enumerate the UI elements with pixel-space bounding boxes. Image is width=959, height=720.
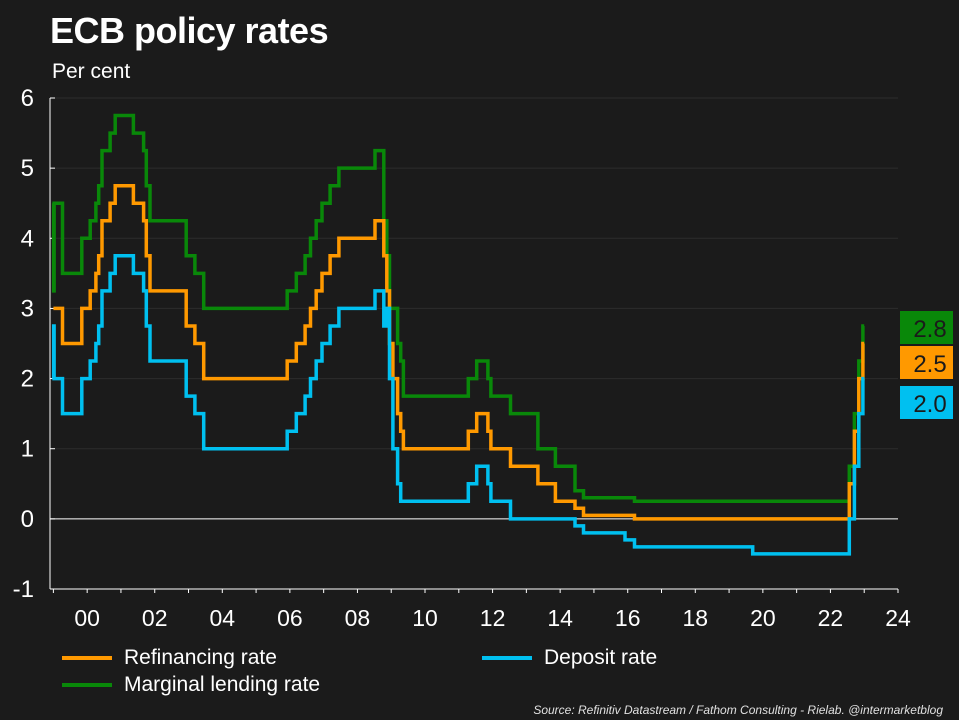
y-axis-unit-label: Per cent [52, 60, 131, 83]
y-tick-label: 0 [21, 506, 34, 533]
x-tick-label: 04 [210, 605, 236, 631]
gridlines [50, 97, 898, 590]
legend-refinancing: Refinancing rate [62, 646, 277, 670]
end-label-marginal: 2.8 [913, 316, 946, 343]
x-tick-label: 24 [885, 605, 911, 631]
legend-marginal-label: Marginal lending rate [124, 673, 321, 696]
source-note: Source: Refinitiv Datastream / Fathom Co… [533, 703, 943, 717]
x-tick-label: 20 [750, 605, 776, 631]
x-tick-label: 06 [277, 605, 303, 631]
series-lines [51, 113, 865, 556]
legend-refinancing-label: Refinancing rate [124, 646, 277, 669]
y-tick-label: 3 [21, 295, 34, 322]
x-tick-label: 08 [345, 605, 371, 631]
legend-deposit-label: Deposit rate [544, 646, 658, 669]
y-tick-label: 2 [21, 366, 34, 393]
legend-deposit-swatch [482, 656, 532, 660]
x-tick-label: 14 [547, 605, 573, 631]
legend-marginal-swatch [62, 683, 112, 687]
x-tick-label: 10 [412, 605, 438, 631]
legend-marginal: Marginal lending rate [62, 673, 320, 697]
end-label-refinancing-box [900, 346, 953, 379]
y-tick-label: 4 [21, 225, 34, 252]
y-tick-label: 6 [21, 85, 34, 112]
end-label-marginal-box [900, 311, 953, 344]
series-deposit-rate [51, 254, 865, 556]
end-label-deposit: 2.0 [913, 391, 946, 418]
x-tick-label: 02 [142, 605, 168, 631]
legend-deposit: Deposit rate [482, 646, 657, 670]
series-refinancing-rate [53, 183, 865, 521]
y-tick-label: 1 [21, 436, 34, 463]
x-tick-label: 18 [682, 605, 708, 631]
y-tick-label: 5 [21, 155, 34, 182]
x-tick-label: 16 [615, 605, 641, 631]
x-tick-label: 00 [74, 605, 100, 631]
series-marginal-lending-rate [51, 113, 865, 504]
end-label-deposit-box [900, 386, 953, 419]
y-tick-label: -1 [13, 576, 34, 603]
legend-refinancing-swatch [62, 656, 112, 660]
end-label-refinancing: 2.5 [913, 351, 946, 378]
x-tick-label: 12 [480, 605, 506, 631]
chart-title: ECB policy rates [50, 10, 329, 51]
x-tick-label: 22 [818, 605, 844, 631]
end-value-labels: 2.8 2.5 2.0 [900, 311, 953, 419]
